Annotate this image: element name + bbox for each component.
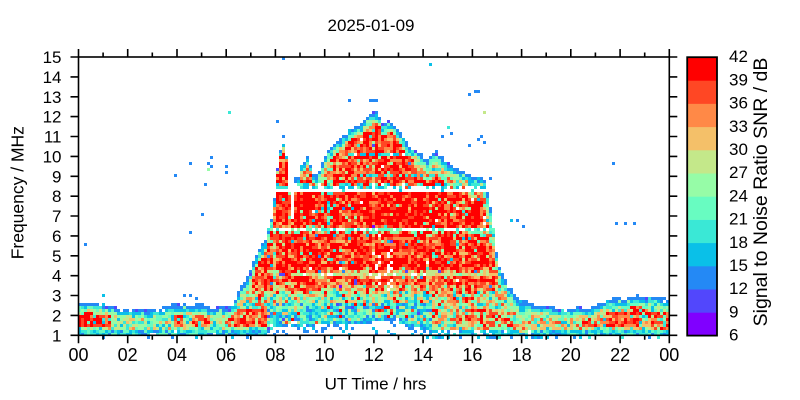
svg-text:7: 7 [52, 207, 61, 226]
svg-text:15: 15 [729, 256, 748, 275]
svg-text:UT Time / hrs: UT Time / hrs [325, 375, 427, 394]
svg-text:04: 04 [167, 345, 187, 365]
svg-text:5: 5 [52, 247, 61, 266]
svg-text:12: 12 [729, 279, 748, 298]
svg-text:10: 10 [43, 147, 62, 166]
svg-text:Signal to Noise Ratio SNR / dB: Signal to Noise Ratio SNR / dB [750, 58, 772, 327]
svg-text:30: 30 [729, 140, 748, 159]
svg-text:3: 3 [52, 287, 61, 306]
svg-text:00: 00 [68, 345, 88, 365]
svg-text:36: 36 [729, 94, 748, 113]
svg-text:13: 13 [43, 88, 62, 107]
svg-text:33: 33 [729, 117, 748, 136]
svg-text:11: 11 [44, 128, 62, 147]
svg-text:39: 39 [729, 70, 748, 89]
svg-text:00: 00 [659, 345, 679, 365]
svg-text:9: 9 [52, 167, 61, 186]
svg-text:22: 22 [610, 345, 630, 365]
svg-text:Frequency / MHz: Frequency / MHz [8, 126, 28, 259]
svg-text:02: 02 [118, 345, 138, 365]
svg-text:2025-01-09: 2025-01-09 [328, 16, 415, 35]
svg-text:14: 14 [413, 345, 433, 365]
svg-text:20: 20 [561, 345, 581, 365]
svg-text:06: 06 [216, 345, 236, 365]
svg-text:18: 18 [729, 233, 748, 252]
svg-text:8: 8 [52, 187, 61, 206]
svg-text:12: 12 [364, 345, 384, 365]
svg-text:10: 10 [315, 345, 335, 365]
svg-text:9: 9 [729, 302, 738, 321]
svg-text:08: 08 [265, 345, 285, 365]
svg-text:18: 18 [512, 345, 532, 365]
svg-text:4: 4 [52, 267, 61, 286]
svg-text:15: 15 [43, 48, 62, 67]
svg-text:14: 14 [43, 68, 62, 87]
svg-text:12: 12 [43, 108, 62, 127]
svg-text:6: 6 [52, 227, 61, 246]
svg-text:27: 27 [729, 163, 748, 182]
svg-text:2: 2 [52, 306, 61, 325]
svg-text:1: 1 [52, 326, 61, 345]
svg-text:16: 16 [462, 345, 482, 365]
svg-text:24: 24 [729, 186, 748, 205]
svg-text:42: 42 [729, 47, 748, 66]
svg-text:21: 21 [729, 210, 748, 229]
svg-text:6: 6 [729, 326, 738, 345]
